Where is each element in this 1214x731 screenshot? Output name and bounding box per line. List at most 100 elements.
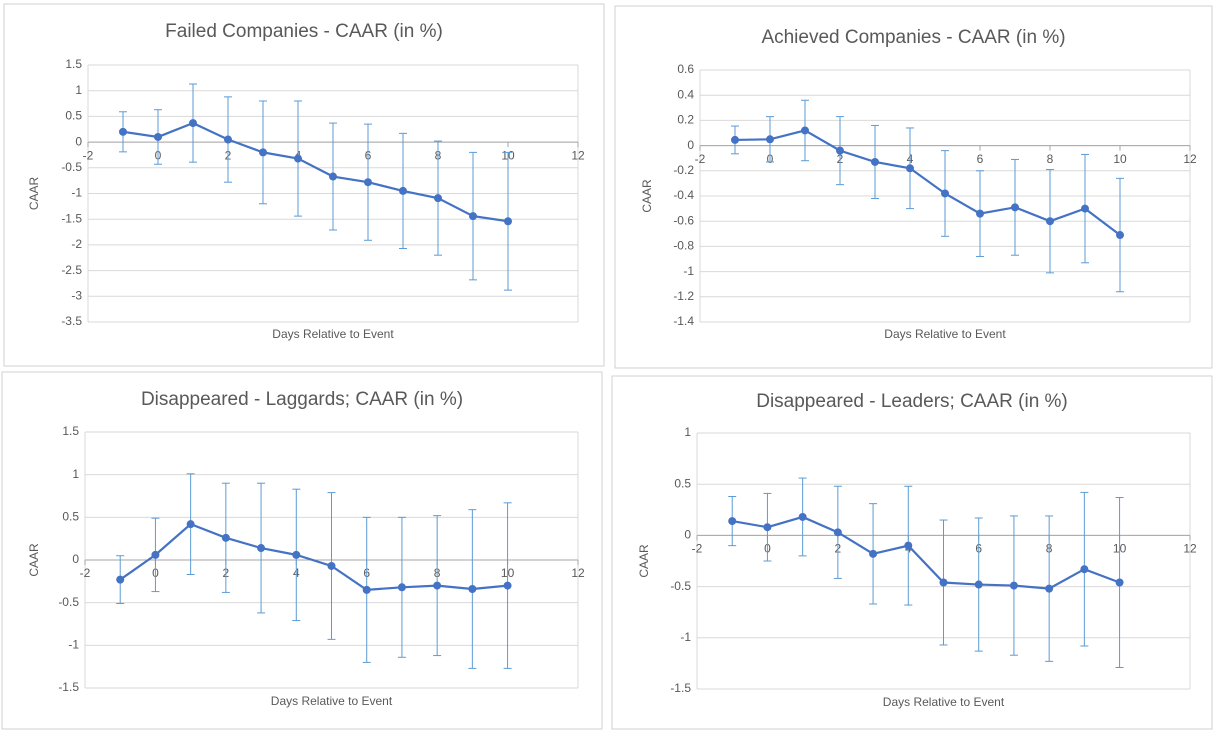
data-point [189, 119, 197, 128]
y-tick-label: 0 [687, 138, 694, 152]
x-tick-label: 6 [977, 152, 984, 166]
panel-frame [611, 375, 1213, 730]
data-point [798, 512, 807, 521]
chart-title: Disappeared - Leaders; CAAR (in %) [756, 391, 1068, 412]
x-axis-label: Days Relative to Event [883, 695, 1005, 709]
y-tick-label: -0.6 [673, 213, 694, 227]
data-point [399, 186, 407, 195]
data-line [734, 129, 1121, 236]
y-tick-label: -0.5 [58, 595, 79, 609]
data-point [731, 135, 739, 144]
data-point [119, 127, 127, 136]
data-point [871, 157, 879, 166]
data-point [327, 561, 336, 570]
data-point [869, 549, 878, 558]
data-point [362, 585, 371, 594]
y-tick-label: -1 [680, 630, 691, 644]
y-tick-label: -0.4 [673, 188, 694, 202]
data-point [503, 581, 512, 590]
x-tick-label: -2 [692, 542, 703, 556]
data-point [1011, 203, 1019, 212]
data-point [504, 217, 512, 226]
chart-title: Achieved Companies - CAAR (in %) [761, 27, 1065, 48]
data-point [292, 550, 301, 559]
x-axis-label: Days Relative to Event [272, 327, 394, 341]
y-tick-label: -0.5 [670, 579, 691, 593]
y-tick-label: -1.5 [58, 680, 79, 694]
y-tick-label: 0.4 [677, 87, 694, 101]
data-point [364, 178, 372, 187]
data-point [433, 581, 442, 590]
x-tick-label: 12 [571, 566, 585, 580]
x-tick-label: 12 [1183, 542, 1197, 556]
y-tick-label: 0.5 [65, 109, 82, 123]
y-tick-label: 0 [75, 134, 82, 148]
panel-frame [614, 5, 1213, 369]
data-point [974, 580, 983, 589]
y-tick-label: -0.2 [673, 163, 694, 177]
data-point [397, 583, 406, 592]
data-point [728, 517, 737, 526]
y-tick-label: -1 [683, 264, 694, 278]
x-tick-label: -2 [695, 152, 706, 166]
x-tick-label: -2 [83, 148, 94, 162]
data-point [1045, 584, 1054, 593]
y-tick-label: -1.5 [670, 681, 691, 695]
data-point [468, 585, 477, 594]
y-tick-label: -1.4 [673, 314, 694, 328]
y-axis-label: CAAR [640, 179, 654, 213]
data-point [1080, 565, 1089, 574]
y-tick-label: -1.2 [673, 289, 694, 303]
y-tick-label: 0 [684, 528, 691, 542]
y-tick-label: -1 [68, 638, 79, 652]
y-tick-label: -3 [71, 288, 82, 302]
data-point [221, 533, 230, 542]
data-point [259, 148, 267, 157]
y-tick-label: -0.5 [61, 160, 82, 174]
data-point [904, 541, 913, 550]
y-tick-label: 0 [72, 552, 79, 566]
data-point [833, 528, 842, 537]
data-line [122, 121, 509, 223]
y-tick-label: -3.5 [61, 314, 82, 328]
y-tick-label: -1 [71, 186, 82, 200]
data-point [836, 146, 844, 155]
y-tick-label: 0.5 [674, 476, 691, 490]
y-axis-label: CAAR [637, 544, 651, 578]
y-tick-label: 0.2 [677, 113, 694, 127]
y-axis-label: CAAR [27, 543, 41, 577]
data-point [257, 544, 266, 553]
data-point [906, 164, 914, 173]
y-tick-label: 1.5 [65, 57, 82, 71]
y-tick-label: -0.8 [673, 239, 694, 253]
y-tick-label: 1.5 [62, 424, 79, 438]
data-point [941, 189, 949, 198]
data-point [976, 209, 984, 218]
data-point [1081, 204, 1089, 213]
data-point [294, 154, 302, 163]
data-point [766, 135, 774, 144]
data-point [434, 194, 442, 203]
chart-title: Disappeared - Laggards; CAAR (in %) [141, 389, 463, 410]
y-tick-label: 0.5 [62, 510, 79, 524]
data-line [732, 515, 1120, 590]
data-point [1116, 231, 1124, 240]
data-point [1009, 581, 1018, 590]
y-tick-label: 0.6 [677, 62, 694, 76]
x-axis-label: Days Relative to Event [884, 327, 1006, 341]
data-point [939, 578, 948, 587]
y-tick-label: -2.5 [61, 263, 82, 277]
data-point [1046, 217, 1054, 226]
panel-frame [1, 371, 603, 730]
y-axis-label: CAAR [27, 176, 41, 210]
x-tick-label: 8 [1047, 152, 1054, 166]
data-point [329, 172, 337, 181]
y-tick-label: -1.5 [61, 211, 82, 225]
data-point [801, 126, 809, 135]
x-axis-label: Days Relative to Event [271, 694, 393, 708]
data-point [154, 132, 162, 141]
data-point [186, 520, 195, 529]
x-tick-label: 12 [1183, 152, 1197, 166]
y-tick-label: -2 [71, 237, 82, 251]
